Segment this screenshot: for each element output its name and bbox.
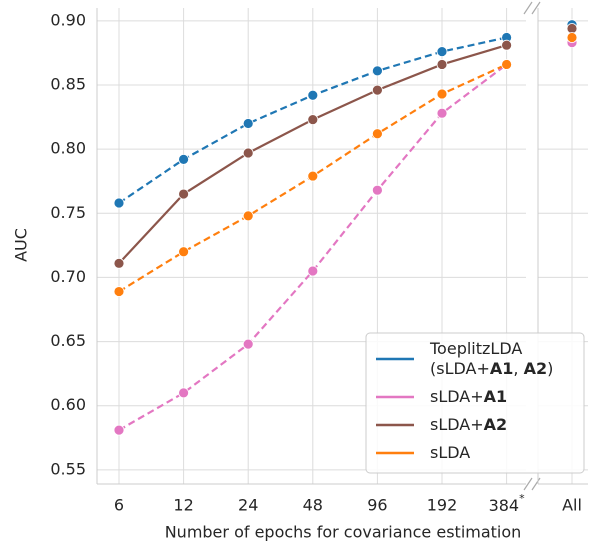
data-point: [307, 114, 319, 126]
data-point: [113, 257, 125, 269]
y-tick-label: 0.85: [50, 74, 86, 93]
data-point: [113, 197, 125, 209]
data-point: [501, 39, 513, 51]
data-point: [436, 59, 448, 70]
legend: ToeplitzLDA (sLDA+A1, A2) sLDA+A1 sLDA+A2 s…: [365, 332, 585, 474]
data-point: [501, 59, 513, 70]
data-point: [566, 32, 578, 43]
data-point: [113, 286, 125, 297]
data-point: [436, 88, 448, 100]
data-point: [371, 84, 383, 96]
legend-box: [365, 332, 585, 474]
data-point: [178, 153, 190, 165]
data-point: [436, 107, 448, 119]
x-tick-label: 48: [303, 496, 323, 515]
x-tick-label: 192: [427, 496, 458, 515]
data-point: [242, 210, 254, 222]
x-tick-label: All: [562, 496, 582, 515]
data-point: [566, 23, 578, 34]
legend-label: sLDA+A1: [430, 387, 507, 406]
y-tick-label: 0.65: [50, 331, 86, 350]
x-tick-label: 12: [173, 496, 193, 515]
y-tick-label: 0.70: [50, 267, 86, 286]
data-point: [371, 184, 383, 196]
y-tick-label: 0.55: [50, 459, 86, 478]
legend-label: sLDA: [430, 443, 470, 462]
x-tick-label: 96: [367, 496, 387, 515]
data-point: [436, 46, 448, 58]
legend-label: ToeplitzLDA (sLDA+A1, A2): [429, 339, 553, 378]
data-point: [242, 338, 254, 350]
x-tick-label: 24: [238, 496, 258, 515]
y-axis-label: AUC: [12, 228, 31, 262]
legend-label: sLDA+A2: [430, 415, 507, 434]
y-tick-label: 0.60: [50, 395, 86, 414]
data-point: [178, 188, 190, 200]
data-point: [113, 424, 125, 436]
y-tick-label: 0.75: [50, 203, 86, 222]
data-point: [371, 65, 383, 77]
x-tick-label: 384*: [489, 492, 526, 515]
data-point: [307, 170, 319, 182]
data-point: [371, 128, 383, 140]
data-point: [307, 89, 319, 101]
y-tick-label: 0.80: [50, 139, 86, 158]
data-point: [307, 265, 319, 277]
data-point: [178, 387, 190, 399]
x-axis-label: Number of epochs for covariance estimati…: [165, 523, 522, 542]
data-point: [242, 118, 254, 129]
data-point: [242, 147, 254, 159]
axis-break: [523, 1, 541, 491]
y-tick-label: 0.90: [50, 10, 86, 29]
x-tick-label: 6: [114, 496, 124, 515]
data-point: [178, 246, 190, 258]
